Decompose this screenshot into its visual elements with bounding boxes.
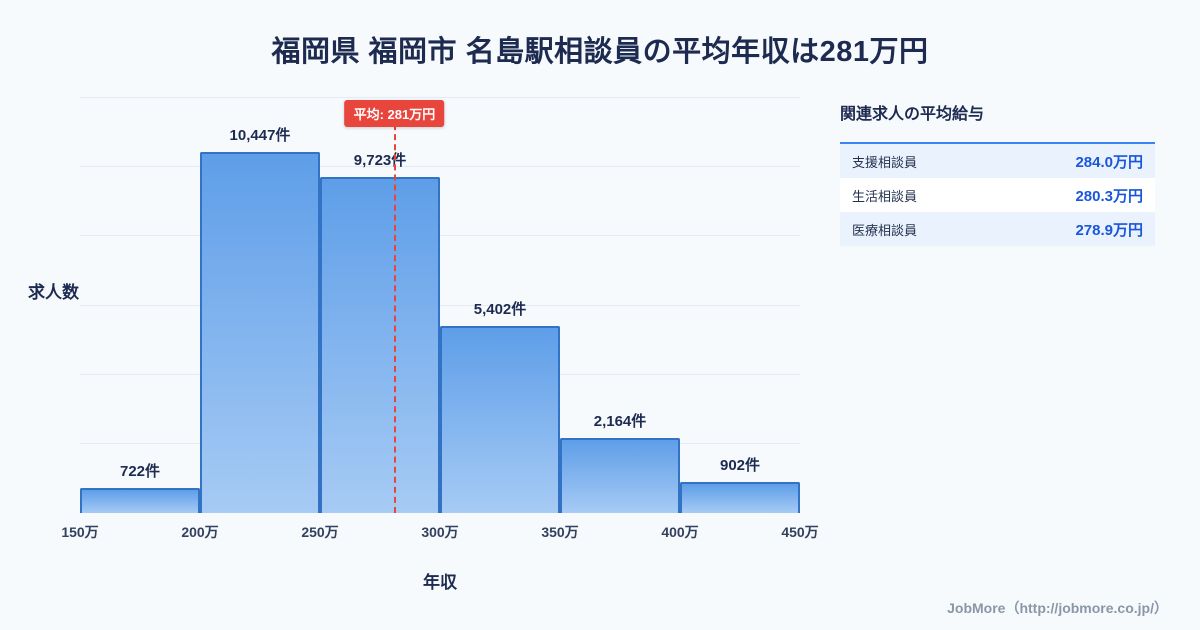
job-title-label: 支援相談員 bbox=[852, 154, 918, 170]
average-line bbox=[394, 114, 397, 513]
histogram-bar bbox=[320, 177, 440, 513]
page-title: 福岡県 福岡市 名島駅相談員の平均年収は281万円 bbox=[271, 36, 929, 68]
salary-table-row: 支援相談員 284.0万円 bbox=[840, 144, 1155, 178]
histogram-bar bbox=[200, 152, 320, 513]
gridline bbox=[80, 235, 800, 237]
x-tick-label: 300万 bbox=[421, 524, 459, 540]
x-tick-label: 400万 bbox=[661, 524, 699, 540]
y-axis-label: 求人数 bbox=[28, 283, 79, 302]
average-label: 平均: 281万円 bbox=[344, 100, 445, 127]
average-salary-value: 284.0万円 bbox=[1075, 153, 1143, 171]
x-axis-label: 年収 bbox=[423, 573, 457, 592]
gridline bbox=[80, 97, 800, 98]
related-jobs-heading: 関連求人の平均給与 bbox=[840, 106, 985, 123]
histogram-bar bbox=[680, 482, 800, 513]
job-title-label: 医療相談員 bbox=[852, 222, 918, 238]
bar-value-label: 722件 bbox=[119, 463, 161, 480]
x-tick-label: 150万 bbox=[61, 524, 99, 540]
histogram-bar bbox=[80, 488, 200, 513]
salary-table-row: 医療相談員 278.9万円 bbox=[840, 212, 1155, 246]
bar-value-label: 9,723件 bbox=[353, 152, 407, 169]
related-jobs-table: 支援相談員 284.0万円生活相談員 280.3万円医療相談員 278.9万円 bbox=[840, 142, 1155, 246]
salary-histogram: 722件 10,447件 9,723件 5,402件 2,164件 902件 150万 200… bbox=[61, 97, 819, 540]
gridline bbox=[80, 166, 800, 168]
bar-value-label: 10,447件 bbox=[229, 127, 291, 144]
related-jobs-panel: 関連求人の平均給与 支援相談員 284.0万円生活相談員 280.3万円医療相談員 2… bbox=[840, 100, 1155, 246]
average-salary-value: 280.3万円 bbox=[1075, 187, 1143, 205]
x-tick-label: 350万 bbox=[541, 524, 579, 540]
bar-value-label: 2,164件 bbox=[593, 413, 647, 430]
bar-value-label: 902件 bbox=[719, 457, 761, 474]
job-title-label: 生活相談員 bbox=[852, 188, 918, 204]
x-tick-label: 250万 bbox=[301, 524, 339, 540]
salary-table-row: 生活相談員 280.3万円 bbox=[840, 178, 1155, 212]
average-salary-value: 278.9万円 bbox=[1075, 221, 1143, 239]
bar-value-label: 5,402件 bbox=[473, 301, 527, 318]
gridline bbox=[80, 304, 800, 306]
histogram-bar bbox=[560, 438, 680, 513]
x-tick-label: 200万 bbox=[181, 524, 219, 540]
x-tick-label: 450万 bbox=[781, 524, 819, 540]
histogram-bar bbox=[440, 326, 560, 513]
source-credit: JobMore（http://jobmore.co.jp/） bbox=[947, 600, 1168, 616]
